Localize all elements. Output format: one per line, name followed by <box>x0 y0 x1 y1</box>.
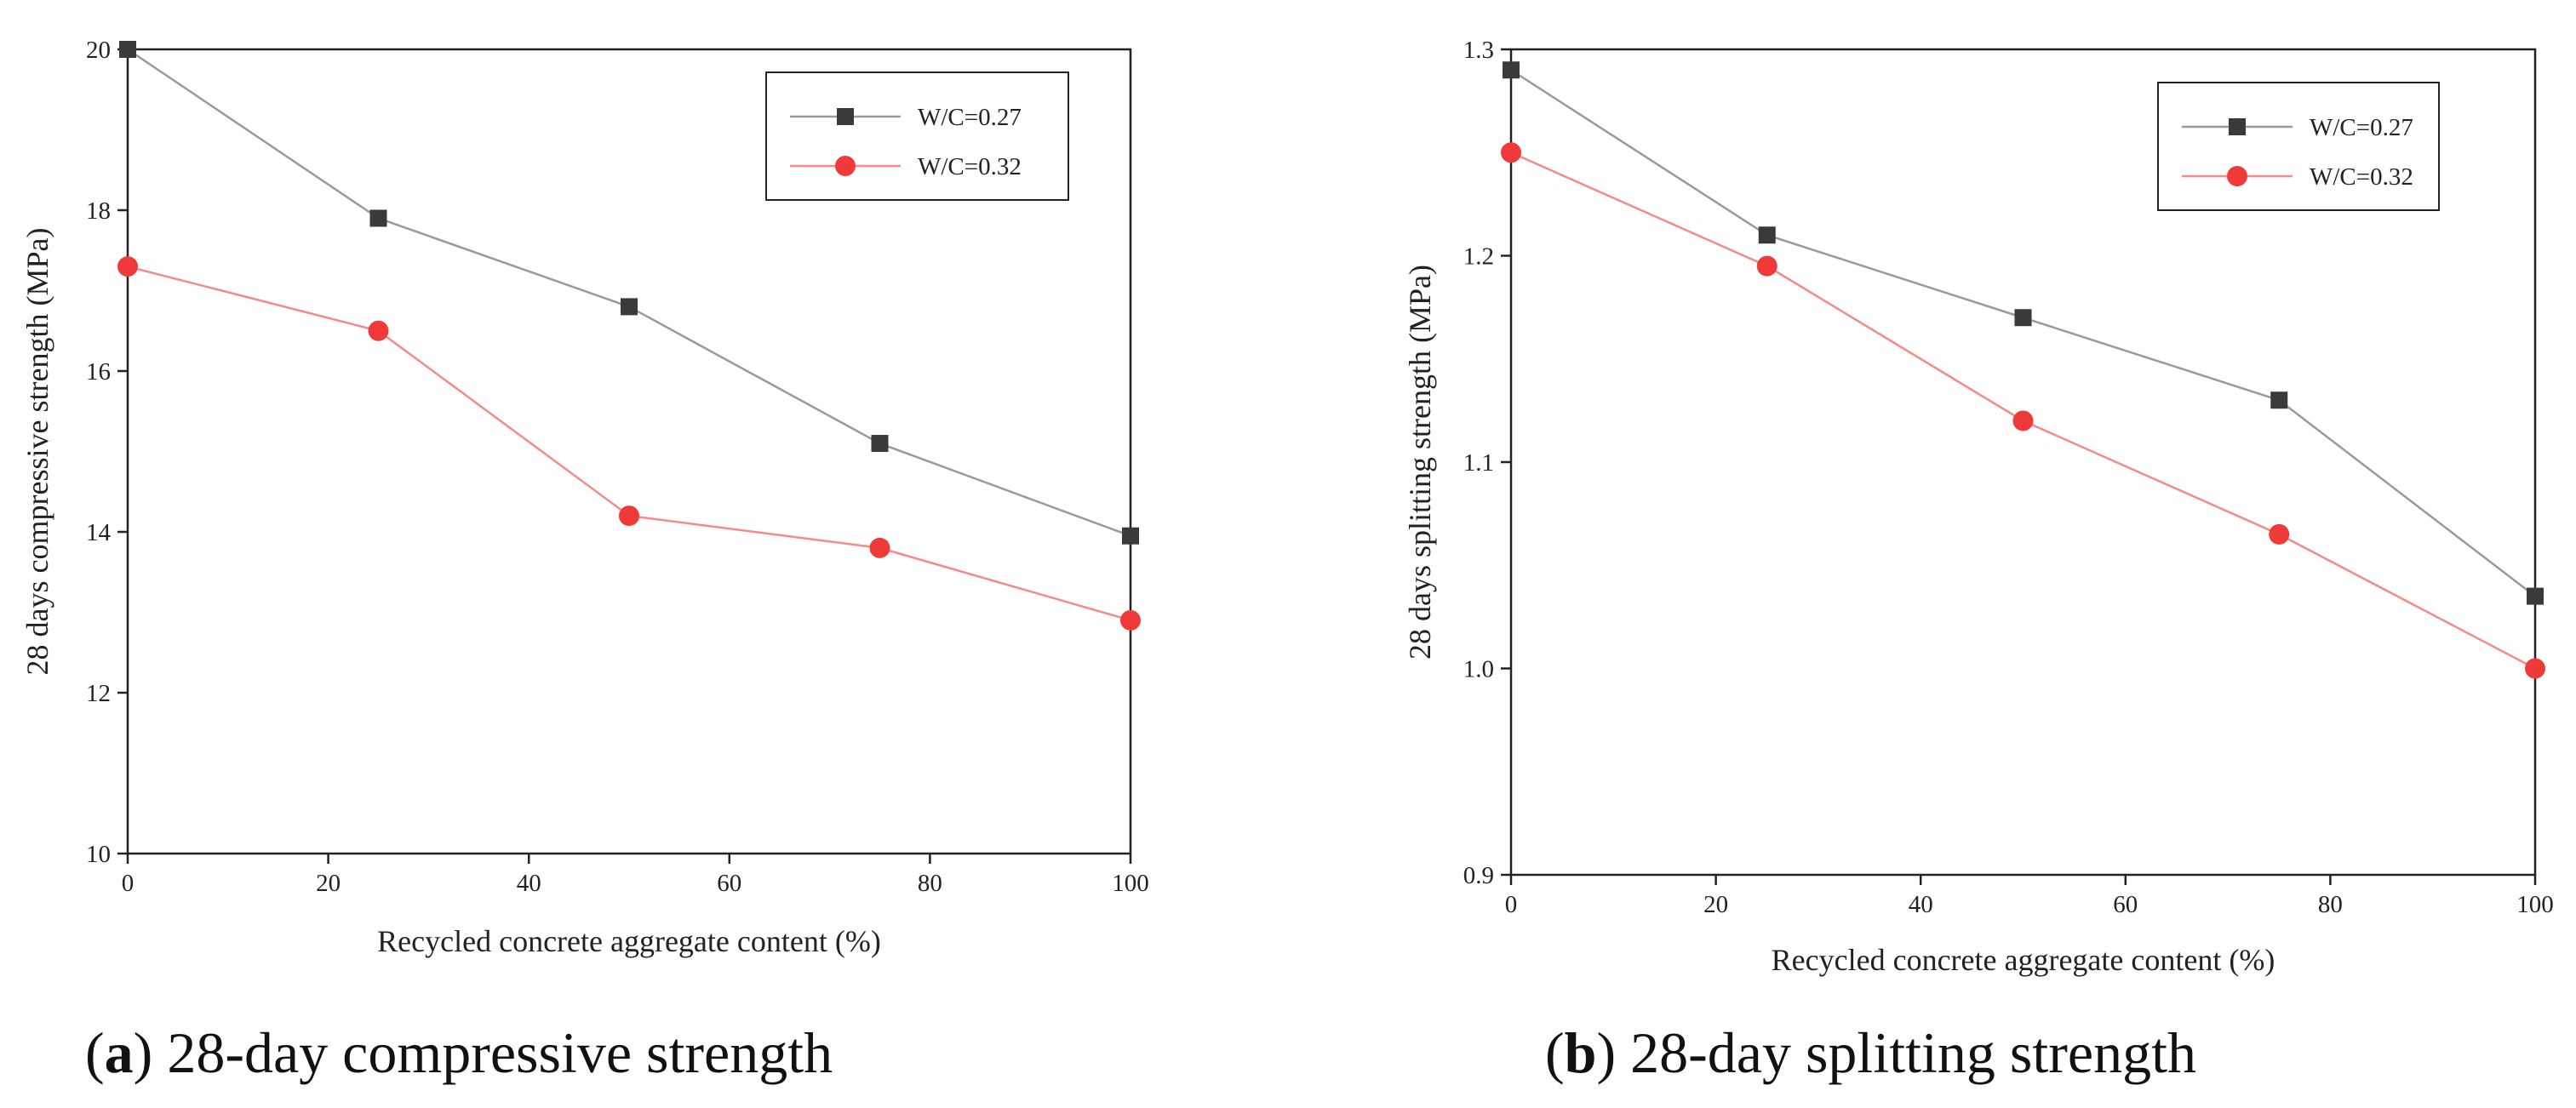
data-point <box>368 320 389 341</box>
plot-frame <box>126 48 1132 855</box>
data-point <box>369 209 387 227</box>
data-point <box>869 537 890 558</box>
caption-paren-open: ( <box>1545 1020 1565 1085</box>
data-point <box>1120 609 1141 631</box>
x-tick-label: 20 <box>316 870 341 897</box>
legend-marker <box>2227 166 2247 186</box>
legend-label: W/C=0.27 <box>918 104 1022 131</box>
chart-panel-b: 0 20 40 60 80 100 0.9 1.0 1.1 1.2 1.3 Recycled conc… <box>1403 37 2554 1085</box>
panel-caption: (b) 28-day splitting strength <box>1545 1020 2196 1085</box>
legend-marker <box>837 108 854 125</box>
legend-marker <box>835 156 856 176</box>
legend: W/C=0.27 W/C=0.32 <box>765 71 1069 201</box>
caption-paren-close: ) <box>134 1020 168 1085</box>
x-tick-label: 60 <box>717 870 741 897</box>
data-point <box>2012 410 2034 431</box>
y-tick-label: 1.2 <box>1463 243 1494 271</box>
caption-paren-close: ) <box>1596 1020 1630 1085</box>
x-axis-title: Recycled concrete aggregate content (%) <box>1772 943 2275 977</box>
y-tick-label: 18 <box>86 197 111 225</box>
data-point <box>1758 226 1776 244</box>
panel-caption: (a) 28-day compressive strength <box>85 1020 833 1085</box>
legend-box <box>2157 82 2440 211</box>
series-1 <box>1503 61 2544 605</box>
data-point <box>621 298 638 316</box>
x-tick-label: 80 <box>918 870 942 897</box>
series-2 <box>1501 142 2545 679</box>
caption-letter: a <box>105 1020 134 1085</box>
legend-marker <box>2229 118 2246 135</box>
x-axis-title: Recycled concrete aggregate content (%) <box>377 924 881 958</box>
y-tick-label: 1.0 <box>1463 656 1494 683</box>
data-point <box>119 41 136 58</box>
series-1 <box>119 41 1139 545</box>
data-point <box>117 256 138 277</box>
x-tick-label: 60 <box>2113 891 2138 918</box>
data-point <box>1122 527 1139 545</box>
caption-title: 28-day splitting strength <box>1630 1020 2196 1085</box>
x-tick-label: 20 <box>1703 891 1728 918</box>
data-point <box>2014 309 2032 327</box>
y-tick-label: 20 <box>86 37 111 64</box>
x-tick-label: 40 <box>1909 891 1933 918</box>
data-point <box>2525 658 2545 679</box>
series-2 <box>117 256 1141 631</box>
y-tick-label: 14 <box>86 519 112 546</box>
x-tick-label: 100 <box>1112 870 1149 897</box>
legend-label: W/C=0.32 <box>918 153 1022 180</box>
caption-letter: b <box>1565 1020 1597 1085</box>
y-tick-label: 1.1 <box>1463 449 1494 477</box>
x-tick-label: 0 <box>122 870 135 897</box>
y-tick-label: 12 <box>86 680 111 707</box>
x-tick-label: 40 <box>517 870 541 897</box>
chart-panel-a: 0 20 40 60 80 100 10 12 14 16 18 20 Recycled concret… <box>20 37 1149 1085</box>
x-tick-label: 100 <box>2516 891 2554 918</box>
y-tick-label: 16 <box>86 358 111 386</box>
y-tick-label: 0.9 <box>1463 862 1494 889</box>
data-point <box>1756 255 1777 277</box>
legend: W/C=0.27 W/C=0.32 <box>2157 82 2440 211</box>
legend-label: W/C=0.32 <box>2310 163 2413 191</box>
y-axis-title: 28 days compressive strength (MPa) <box>20 228 54 676</box>
data-point <box>1501 142 1521 163</box>
x-tick-label: 80 <box>2318 891 2343 918</box>
legend-box <box>765 71 1069 201</box>
x-tick-label: 0 <box>1505 891 1518 918</box>
data-point <box>2527 587 2544 605</box>
caption-title: 28-day compressive strength <box>167 1020 833 1085</box>
legend-label: W/C=0.27 <box>2310 114 2413 141</box>
data-point <box>2270 391 2288 409</box>
y-tick-label: 1.3 <box>1463 37 1494 64</box>
y-tick-label: 10 <box>86 841 111 868</box>
data-point <box>871 435 889 453</box>
caption-paren-open: ( <box>85 1020 105 1085</box>
data-point <box>619 505 639 527</box>
y-axis-title: 28 days splitting strength (MPa) <box>1403 265 1437 660</box>
data-point <box>1503 61 1520 79</box>
data-point <box>2269 523 2290 545</box>
